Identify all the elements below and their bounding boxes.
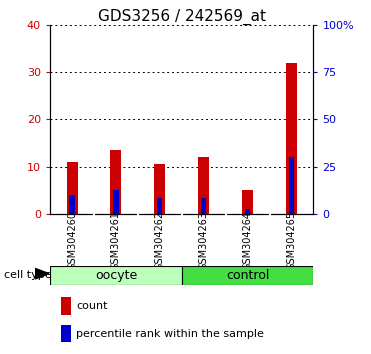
Text: percentile rank within the sample: percentile rank within the sample: [76, 329, 264, 339]
Bar: [111, 150, 121, 214]
Bar: [60, 325, 71, 342]
Bar: [182, 266, 313, 285]
Text: GSM304263: GSM304263: [199, 211, 209, 270]
Bar: [201, 198, 206, 214]
Text: GSM304265: GSM304265: [286, 211, 296, 270]
Bar: [66, 162, 78, 214]
Bar: [50, 266, 182, 285]
Text: GSM304261: GSM304261: [111, 211, 121, 270]
Text: GSM304260: GSM304260: [67, 211, 77, 270]
Bar: [69, 195, 75, 214]
Text: cell type: cell type: [4, 270, 51, 280]
Text: control: control: [226, 269, 269, 282]
Text: count: count: [76, 301, 108, 311]
Bar: [245, 210, 250, 214]
Bar: [242, 190, 253, 214]
Text: GSM304262: GSM304262: [155, 211, 165, 270]
Bar: [154, 165, 165, 214]
Bar: [286, 63, 297, 214]
Bar: [113, 190, 119, 214]
Bar: [289, 157, 294, 214]
Bar: [198, 157, 209, 214]
Bar: [60, 297, 71, 315]
Text: oocyte: oocyte: [95, 269, 137, 282]
Bar: [157, 198, 162, 214]
Text: GSM304264: GSM304264: [243, 211, 253, 270]
Title: GDS3256 / 242569_at: GDS3256 / 242569_at: [98, 8, 266, 25]
Polygon shape: [35, 268, 49, 279]
